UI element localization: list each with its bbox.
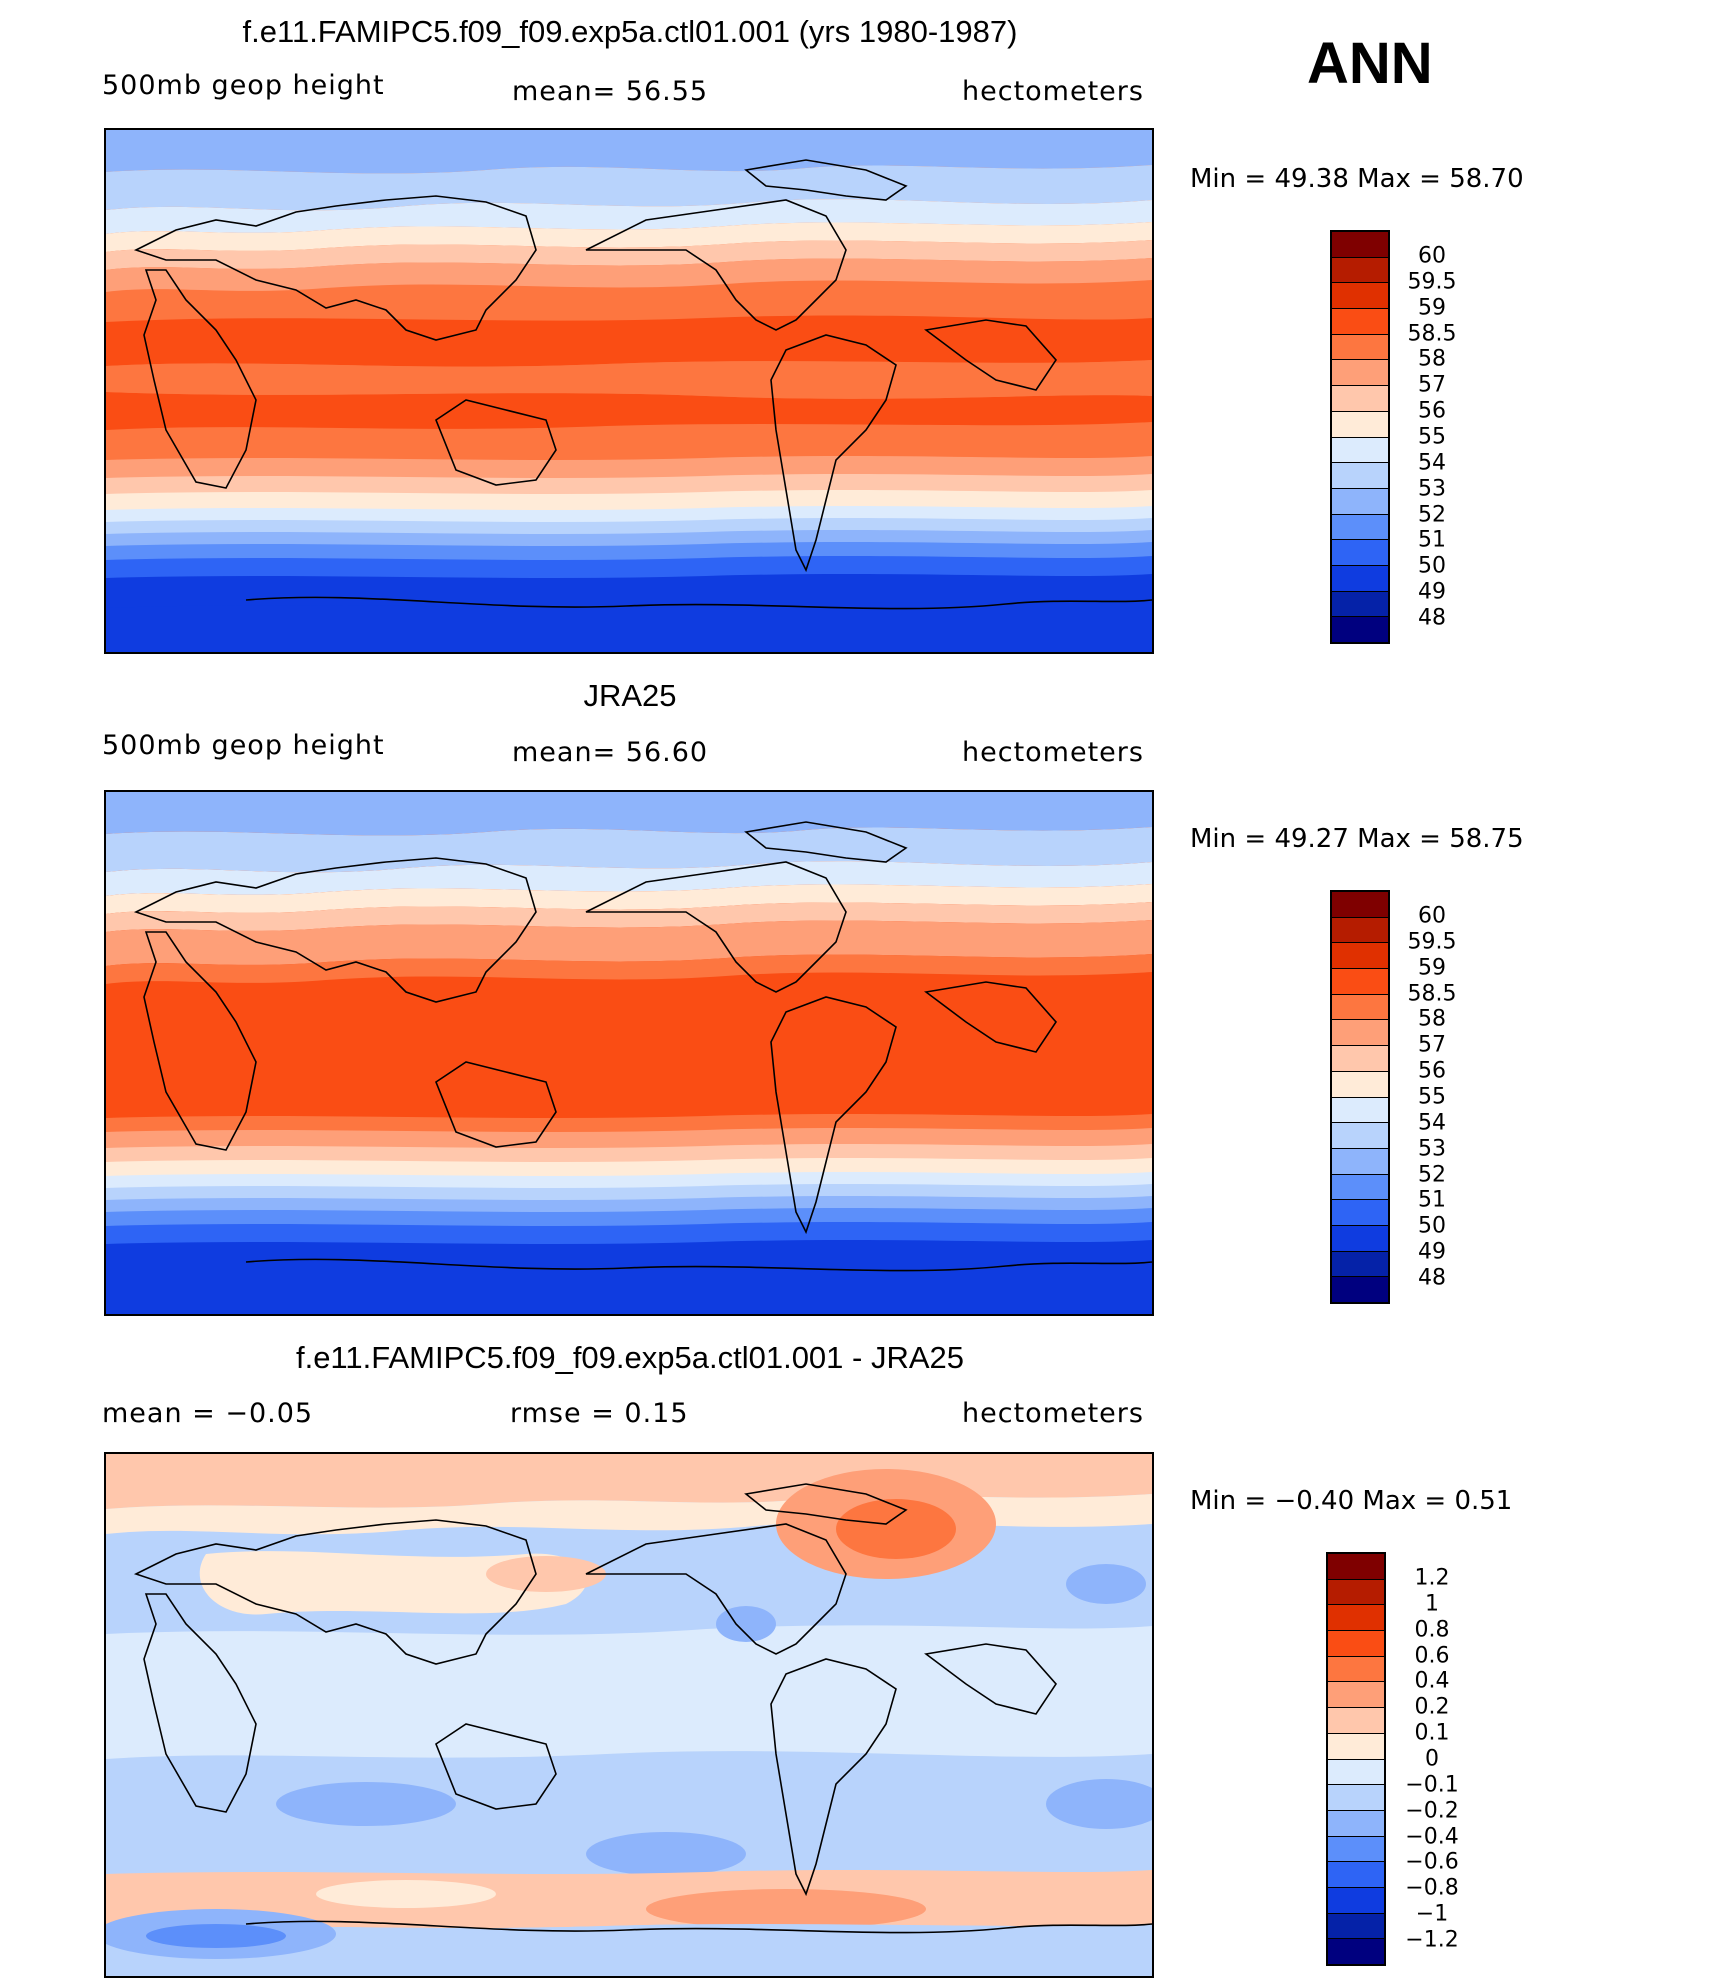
panel-obs-units-label: hectometers xyxy=(962,737,1144,768)
colorbar-tick-label: 50 xyxy=(1418,1213,1446,1239)
colorbar-tick-label: 50 xyxy=(1418,553,1446,579)
panel-diff-map xyxy=(104,1452,1154,1978)
panel-diff-mean-label: mean = −0.05 xyxy=(102,1398,314,1429)
panel-obs-contour-field xyxy=(106,792,1152,1314)
colorbar-tick-label: 48 xyxy=(1418,1265,1446,1291)
colorbar-tick-label: 53 xyxy=(1418,1136,1446,1162)
colorbar-tick-label: −0.6 xyxy=(1405,1849,1459,1875)
panel-model-colorbar xyxy=(1330,230,1390,644)
colorbar-tick-label: 0.4 xyxy=(1414,1668,1450,1694)
colorbar-tick-label: 0.2 xyxy=(1414,1694,1450,1720)
colorbar-tick-label: −0.8 xyxy=(1405,1875,1459,1901)
colorbar-tick-label: 57 xyxy=(1418,1032,1446,1058)
panel-diff-contour-field xyxy=(106,1454,1152,1976)
colorbar-tick-label: 59 xyxy=(1418,955,1446,981)
panel-obs-minmax: Min = 49.27 Max = 58.75 xyxy=(1190,824,1524,854)
colorbar-tick-label: 1.2 xyxy=(1414,1565,1450,1591)
panel-obs-variable-label: 500mb geop height xyxy=(102,730,385,761)
panel-obs-mean-label: mean= 56.60 xyxy=(512,737,709,768)
colorbar-tick-label: −1.2 xyxy=(1405,1927,1459,1953)
colorbar-tick-label: 49 xyxy=(1418,1239,1446,1265)
colorbar-tick-label: 1 xyxy=(1425,1591,1439,1617)
panel-diff-units-label: hectometers xyxy=(962,1398,1144,1429)
panel-model-title: f.e11.FAMIPC5.f09_f09.exp5a.ctl01.001 (y… xyxy=(242,14,1018,49)
colorbar-tick-label: −0.4 xyxy=(1405,1824,1459,1850)
season-label: ANN xyxy=(1307,31,1433,96)
colorbar-tick-label: 48 xyxy=(1418,605,1446,631)
colorbar-tick-label: 0.6 xyxy=(1414,1643,1450,1669)
colorbar-tick-label: 57 xyxy=(1418,372,1446,398)
panel-obs-map xyxy=(104,790,1154,1316)
colorbar-tick-label: 58 xyxy=(1418,346,1446,372)
panel-diff-minmax: Min = −0.40 Max = 0.51 xyxy=(1190,1486,1513,1516)
panel-model-map xyxy=(104,128,1154,654)
panel-obs-colorbar-labels: 60 59.5 59 58.5 58 57 56 55 54 53 52 51 … xyxy=(1392,890,1472,1304)
colorbar-tick-label: 49 xyxy=(1418,579,1446,605)
colorbar-tick-label: 58.5 xyxy=(1407,981,1457,1007)
colorbar-tick-label: −0.2 xyxy=(1405,1798,1459,1824)
colorbar-tick-label: 51 xyxy=(1418,527,1446,553)
panel-diff-title: f.e11.FAMIPC5.f09_f09.exp5a.ctl01.001 - … xyxy=(295,1340,965,1375)
panel-model-units-label: hectometers xyxy=(962,76,1144,107)
colorbar-tick-label: 53 xyxy=(1418,476,1446,502)
colorbar-tick-label: −1 xyxy=(1415,1901,1449,1927)
panel-obs-title: JRA25 xyxy=(583,678,677,713)
colorbar-tick-label: 56 xyxy=(1418,398,1446,424)
panel-model-mean-label: mean= 56.55 xyxy=(512,76,709,107)
colorbar-tick-label: 55 xyxy=(1418,424,1446,450)
colorbar-tick-label: 58.5 xyxy=(1407,321,1457,347)
panel-diff-colorbar xyxy=(1326,1552,1386,1966)
panel-model-colorbar-labels: 60 59.5 59 58.5 58 57 56 55 54 53 52 51 … xyxy=(1392,230,1472,644)
colorbar-tick-label: 55 xyxy=(1418,1084,1446,1110)
colorbar-tick-label: 59.5 xyxy=(1407,269,1457,295)
colorbar-tick-label: 60 xyxy=(1418,243,1446,269)
panel-diff-rmse-label: rmse = 0.15 xyxy=(510,1398,689,1429)
colorbar-tick-label: −0.1 xyxy=(1405,1772,1459,1798)
colorbar-tick-label: 54 xyxy=(1418,450,1446,476)
panel-model-minmax: Min = 49.38 Max = 58.70 xyxy=(1190,164,1524,194)
panel-diff-colorbar-labels: 1.2 1 0.8 0.6 0.4 0.2 0.1 0 −0.1 −0.2 −0… xyxy=(1392,1552,1472,1966)
colorbar-tick-label: 54 xyxy=(1418,1110,1446,1136)
colorbar-tick-label: 56 xyxy=(1418,1058,1446,1084)
colorbar-tick-label: 58 xyxy=(1418,1006,1446,1032)
colorbar-tick-label: 0 xyxy=(1425,1746,1439,1772)
colorbar-tick-label: 0.8 xyxy=(1414,1617,1450,1643)
colorbar-tick-label: 59 xyxy=(1418,295,1446,321)
panel-obs-colorbar xyxy=(1330,890,1390,1304)
panel-model-variable-label: 500mb geop height xyxy=(102,70,385,101)
colorbar-tick-label: 60 xyxy=(1418,903,1446,929)
colorbar-tick-label: 51 xyxy=(1418,1187,1446,1213)
colorbar-tick-label: 52 xyxy=(1418,502,1446,528)
colorbar-tick-label: 0.1 xyxy=(1414,1720,1450,1746)
colorbar-tick-label: 59.5 xyxy=(1407,929,1457,955)
colorbar-tick-label: 52 xyxy=(1418,1162,1446,1188)
panel-model-contour-field xyxy=(106,130,1152,652)
